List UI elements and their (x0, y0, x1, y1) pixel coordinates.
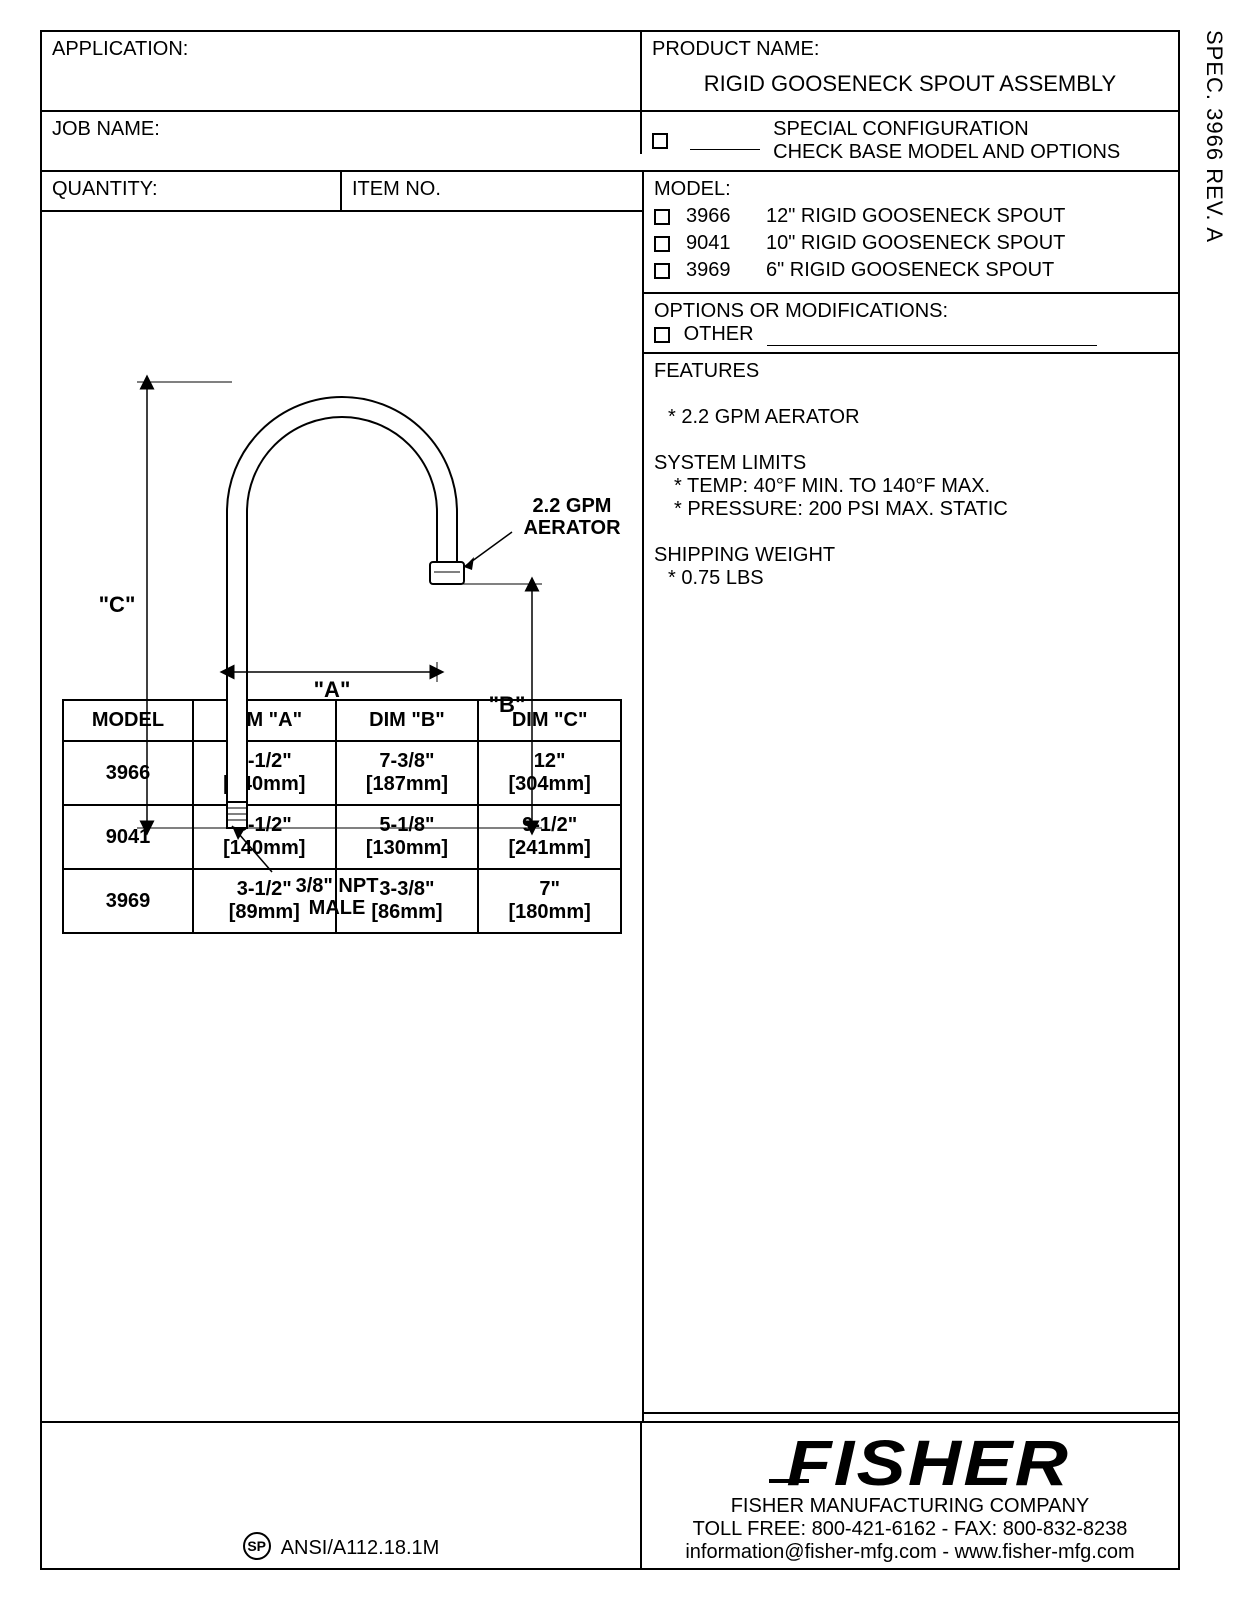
application-label: APPLICATION: (52, 38, 188, 60)
limit-pressure: * PRESSURE: 200 PSI MAX. STATIC (674, 498, 1168, 521)
model-number: 3969 (686, 259, 766, 282)
model-cell: MODEL: 396612" RIGID GOOSENECK SPOUT9041… (644, 172, 1178, 294)
feature-item: * 2.2 GPM AERATOR (668, 406, 1168, 429)
model-desc: 10" RIGID GOOSENECK SPOUT (766, 232, 1065, 255)
npt-threads (227, 802, 247, 828)
product-name-label: PRODUCT NAME: (652, 38, 819, 60)
item-no-label: ITEM NO. (352, 178, 441, 200)
model-desc: 6" RIGID GOOSENECK SPOUT (766, 259, 1054, 282)
ship-title: SHIPPING WEIGHT (654, 544, 1168, 567)
special-blank-line (690, 132, 760, 150)
special-line1: SPECIAL CONFIGURATION (773, 118, 1029, 140)
gooseneck-diagram: "C" "A" "B" 2.2 GP (42, 212, 640, 972)
model-number: 9041 (686, 232, 766, 255)
item-no-cell: ITEM NO. (342, 172, 642, 210)
diagram-area: "C" "A" "B" 2.2 GP (42, 212, 642, 679)
quantity-cell: QUANTITY: (42, 172, 342, 210)
product-name-cell: PRODUCT NAME: RIGID GOOSENECK SPOUT ASSE… (642, 32, 1178, 110)
spout-body (227, 397, 457, 802)
footer-left: SP ANSI/A112.18.1M (42, 1423, 642, 1568)
model-label: MODEL: (654, 178, 1168, 201)
model-checkbox[interactable] (654, 263, 670, 279)
dim-b-label: "B" (489, 692, 526, 717)
ansi-label: ANSI/A112.18.1M (281, 1537, 440, 1560)
options-label: OPTIONS OR MODIFICATIONS: (654, 300, 1168, 323)
job-name-cell: JOB NAME: (42, 112, 642, 154)
model-checkbox[interactable] (654, 209, 670, 225)
model-option: 904110" RIGID GOOSENECK SPOUT (654, 232, 1168, 255)
aerator-label-2: AERATOR (523, 517, 621, 539)
dim-a-label: "A" (314, 677, 351, 702)
spec-sheet: APPLICATION: PRODUCT NAME: RIGID GOOSENE… (40, 30, 1180, 1570)
dim-c-label: "C" (99, 592, 136, 617)
npt-label-1: 3/8" NPT (296, 875, 379, 897)
other-blank-line (767, 328, 1097, 346)
model-checkbox[interactable] (654, 236, 670, 252)
model-option: 39696" RIGID GOOSENECK SPOUT (654, 259, 1168, 282)
contact-phone: TOLL FREE: 800-421-6162 - FAX: 800-832-8… (652, 1518, 1168, 1541)
special-checkbox[interactable] (652, 133, 668, 149)
special-line2: CHECK BASE MODEL AND OPTIONS (773, 141, 1120, 163)
job-name-label: JOB NAME: (52, 118, 160, 140)
npt-label-2: MALE (309, 897, 366, 919)
application-cell: APPLICATION: (42, 32, 642, 110)
quantity-label: QUANTITY: (52, 178, 158, 200)
other-label: OTHER (684, 323, 754, 345)
special-config-cell: SPECIAL CONFIGURATION CHECK BASE MODEL A… (642, 112, 1178, 170)
model-option: 396612" RIGID GOOSENECK SPOUT (654, 205, 1168, 228)
limits-title: SYSTEM LIMITS (654, 452, 1168, 475)
contact-email: information@fisher-mfg.com - www.fisher-… (652, 1541, 1168, 1564)
aerator (430, 562, 464, 584)
model-desc: 12" RIGID GOOSENECK SPOUT (766, 205, 1065, 228)
limit-temp: * TEMP: 40°F MIN. TO 140°F MAX. (674, 475, 1168, 498)
options-cell: OPTIONS OR MODIFICATIONS: OTHER (644, 294, 1178, 354)
model-number: 3966 (686, 205, 766, 228)
ship-weight: * 0.75 LBS (668, 567, 1168, 590)
aerator-label-1: 2.2 GPM (533, 495, 612, 517)
other-checkbox[interactable] (654, 327, 670, 343)
product-name-value: RIGID GOOSENECK SPOUT ASSEMBLY (652, 71, 1168, 97)
features-title: FEATURES (654, 360, 1168, 383)
fisher-logo: FISHER (786, 1431, 1070, 1495)
sp-badge-icon: SP (243, 1532, 271, 1560)
footer-right: FISHER FISHER MANUFACTURING COMPANY TOLL… (642, 1423, 1178, 1568)
features-cell: FEATURES * 2.2 GPM AERATOR SYSTEM LIMITS… (644, 354, 1178, 1414)
spec-rev-label: SPEC. 3966 REV. A (1201, 30, 1227, 243)
